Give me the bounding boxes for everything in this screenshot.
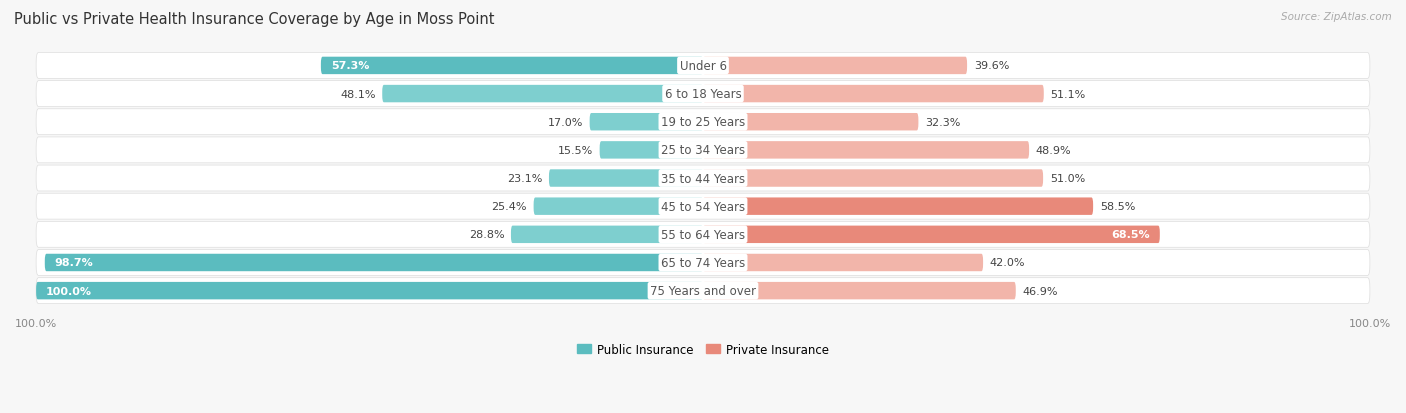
FancyBboxPatch shape (703, 226, 1160, 244)
Text: 15.5%: 15.5% (558, 145, 593, 156)
FancyBboxPatch shape (37, 109, 1369, 135)
Text: Source: ZipAtlas.com: Source: ZipAtlas.com (1281, 12, 1392, 22)
Legend: Public Insurance, Private Insurance: Public Insurance, Private Insurance (572, 338, 834, 361)
Text: 32.3%: 32.3% (925, 117, 960, 128)
FancyBboxPatch shape (703, 254, 983, 272)
FancyBboxPatch shape (703, 85, 1043, 103)
FancyBboxPatch shape (37, 53, 1369, 79)
Text: 51.0%: 51.0% (1050, 173, 1085, 184)
Text: 42.0%: 42.0% (990, 258, 1025, 268)
Text: 28.8%: 28.8% (468, 230, 505, 240)
Text: 48.9%: 48.9% (1036, 145, 1071, 156)
Text: 17.0%: 17.0% (547, 117, 583, 128)
Text: 65 to 74 Years: 65 to 74 Years (661, 256, 745, 269)
Text: Under 6: Under 6 (679, 60, 727, 73)
Text: 98.7%: 98.7% (55, 258, 94, 268)
Text: 75 Years and over: 75 Years and over (650, 285, 756, 297)
FancyBboxPatch shape (703, 114, 918, 131)
Text: 68.5%: 68.5% (1111, 230, 1150, 240)
Text: 25.4%: 25.4% (492, 202, 527, 212)
Text: 19 to 25 Years: 19 to 25 Years (661, 116, 745, 129)
Text: 23.1%: 23.1% (508, 173, 543, 184)
FancyBboxPatch shape (37, 194, 1369, 220)
FancyBboxPatch shape (45, 254, 703, 272)
FancyBboxPatch shape (589, 114, 703, 131)
FancyBboxPatch shape (37, 282, 703, 300)
FancyBboxPatch shape (37, 222, 1369, 248)
FancyBboxPatch shape (37, 166, 1369, 192)
FancyBboxPatch shape (37, 278, 1369, 304)
FancyBboxPatch shape (534, 198, 703, 216)
Text: 57.3%: 57.3% (330, 61, 370, 71)
FancyBboxPatch shape (37, 138, 1369, 164)
FancyBboxPatch shape (548, 170, 703, 188)
Text: 51.1%: 51.1% (1050, 89, 1085, 100)
Text: 58.5%: 58.5% (1099, 202, 1135, 212)
Text: 39.6%: 39.6% (974, 61, 1010, 71)
FancyBboxPatch shape (703, 282, 1015, 300)
Text: 25 to 34 Years: 25 to 34 Years (661, 144, 745, 157)
FancyBboxPatch shape (703, 170, 1043, 188)
FancyBboxPatch shape (599, 142, 703, 159)
Text: 45 to 54 Years: 45 to 54 Years (661, 200, 745, 213)
Text: 46.9%: 46.9% (1022, 286, 1057, 296)
Text: Public vs Private Health Insurance Coverage by Age in Moss Point: Public vs Private Health Insurance Cover… (14, 12, 495, 27)
Text: 55 to 64 Years: 55 to 64 Years (661, 228, 745, 241)
FancyBboxPatch shape (37, 250, 1369, 276)
FancyBboxPatch shape (321, 57, 703, 75)
FancyBboxPatch shape (382, 85, 703, 103)
FancyBboxPatch shape (703, 142, 1029, 159)
Text: 48.1%: 48.1% (340, 89, 375, 100)
Text: 100.0%: 100.0% (46, 286, 93, 296)
FancyBboxPatch shape (510, 226, 703, 244)
FancyBboxPatch shape (703, 57, 967, 75)
FancyBboxPatch shape (37, 81, 1369, 107)
FancyBboxPatch shape (703, 198, 1092, 216)
Text: 6 to 18 Years: 6 to 18 Years (665, 88, 741, 101)
Text: 35 to 44 Years: 35 to 44 Years (661, 172, 745, 185)
